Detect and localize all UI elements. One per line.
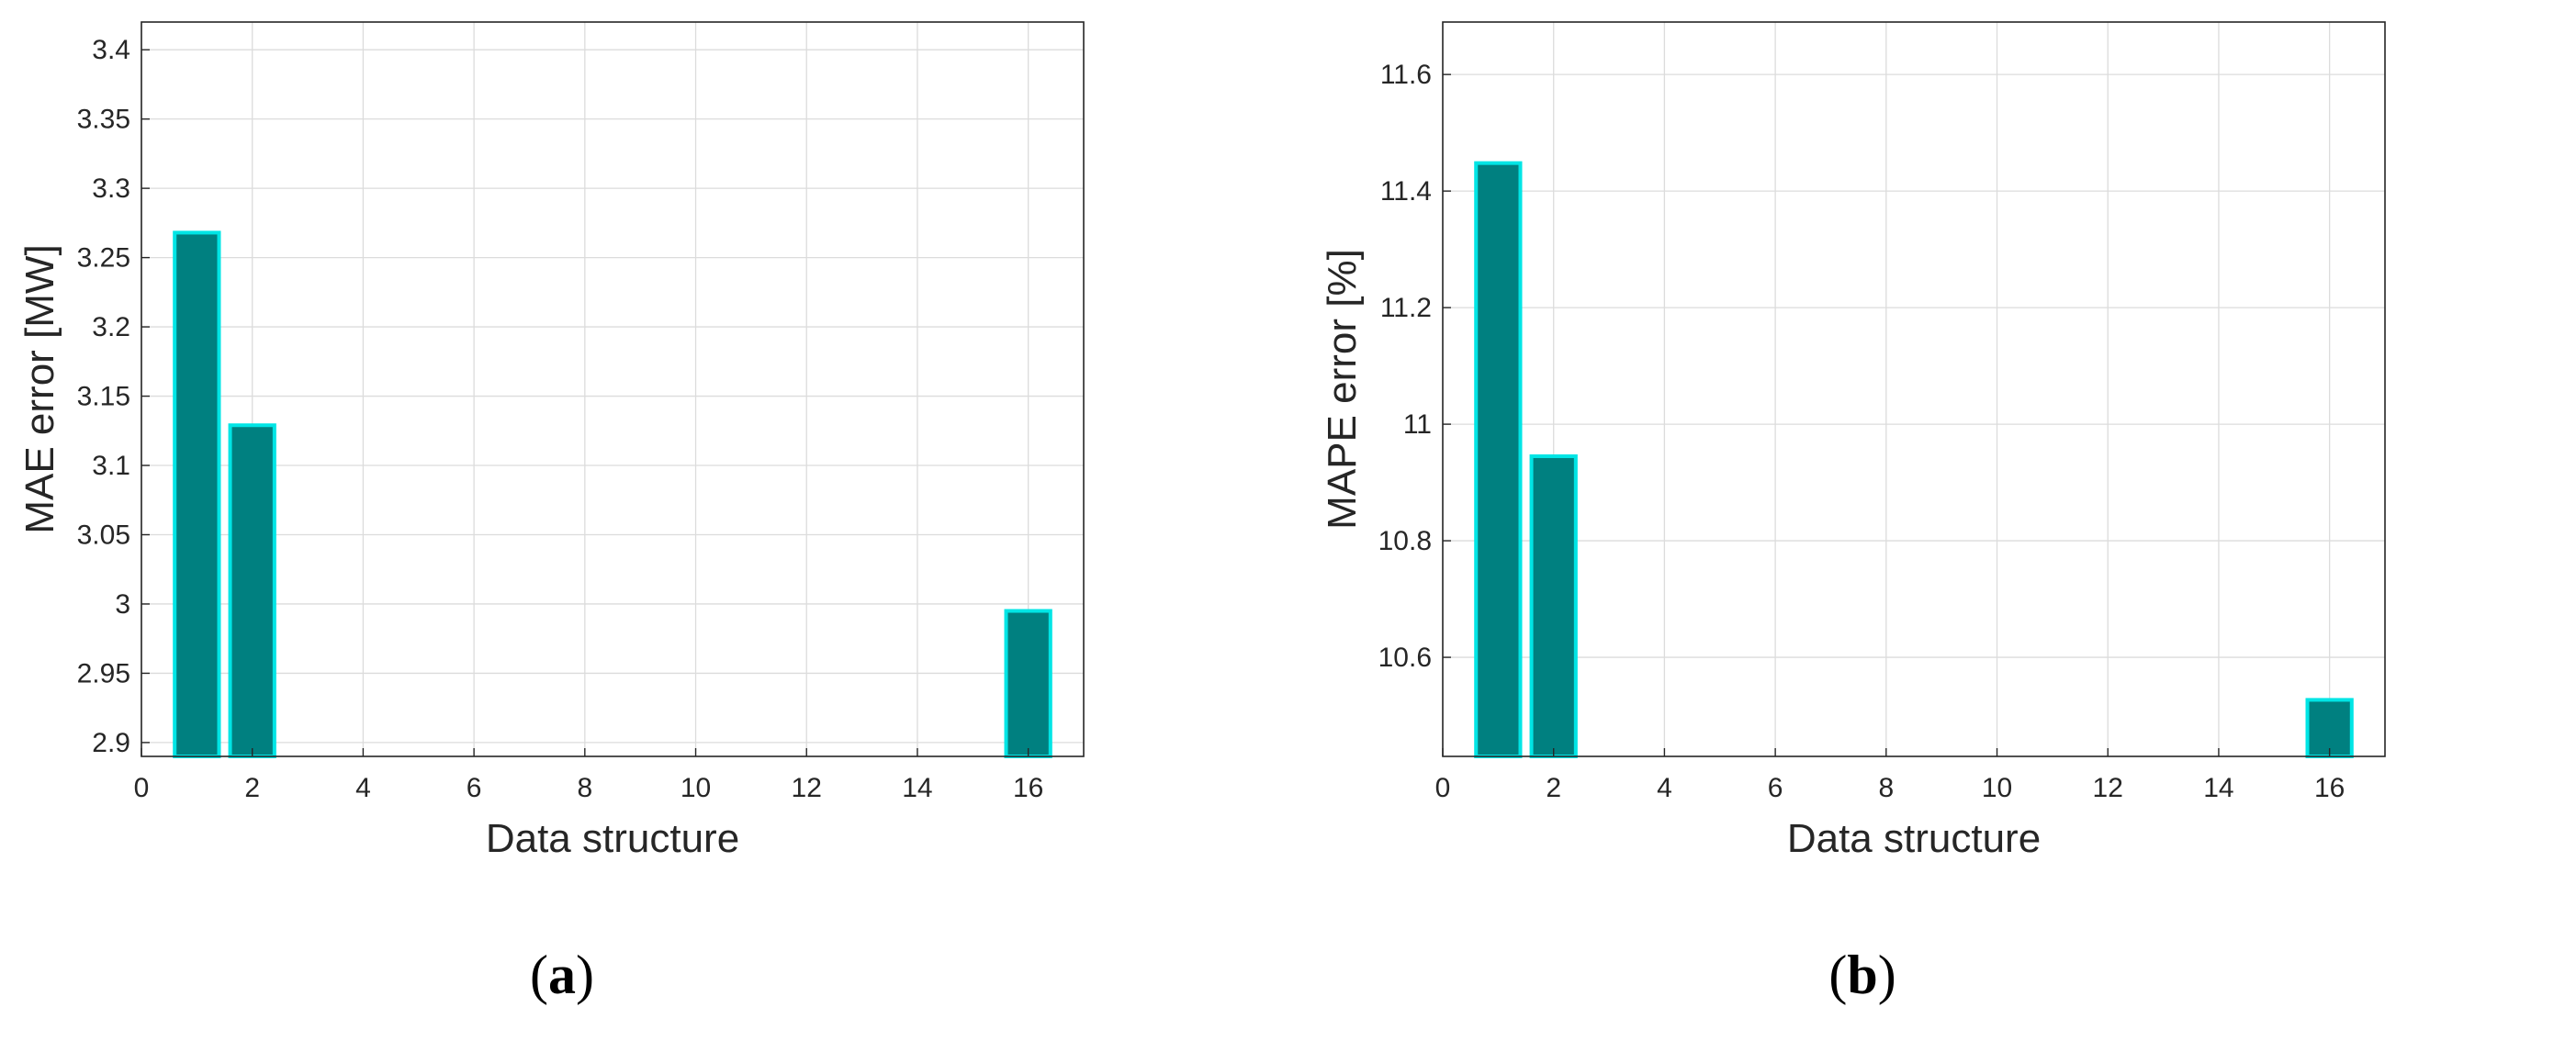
x-tick-label: 14 bbox=[902, 773, 932, 803]
bar bbox=[1474, 161, 1523, 758]
x-tick-label: 8 bbox=[1878, 773, 1894, 803]
y-tick-label: 3.35 bbox=[77, 105, 130, 135]
y-tick-label: 3.15 bbox=[77, 382, 130, 412]
x-tick-label: 16 bbox=[2314, 773, 2345, 803]
y-tick-label: 11 bbox=[1403, 409, 1432, 440]
y-axis-label: MAPE error [%] bbox=[1320, 249, 1365, 530]
panel-letter: a bbox=[548, 945, 576, 1005]
plot-frame bbox=[1442, 21, 2386, 757]
x-axis-label: Data structure bbox=[1787, 816, 2041, 861]
y-axis-label: MAE error [MW] bbox=[17, 244, 62, 533]
chart-panel-b: 0 2 4 6 8 10 12 14 16 10.6 10.8 11 11.2 11.4 11.6 Data… bbox=[1320, 21, 2386, 1005]
x-tick-label: 6 bbox=[467, 773, 482, 803]
x-tick-label: 4 bbox=[355, 773, 371, 803]
x-axis-label: Data structure bbox=[486, 816, 739, 861]
y-tick-label: 10.6 bbox=[1378, 643, 1432, 673]
y-tick-label: 3.4 bbox=[92, 35, 130, 65]
x-tick-label: 2 bbox=[244, 773, 260, 803]
x-tick-label: 10 bbox=[1982, 773, 2012, 803]
ticks-layer: 0 2 4 6 8 10 12 14 16 10.6 10.8 11 11.2 11.4 11.6 bbox=[1378, 60, 2345, 803]
ticks-layer: 0 2 4 6 8 10 12 14 16 2.9 2.95 3 3.05 3.1 3.15 3.2 3.25 3… bbox=[77, 35, 1044, 803]
bar bbox=[1004, 609, 1052, 759]
panel-label: (b) bbox=[1828, 945, 1895, 1005]
y-tick-label: 2.9 bbox=[92, 728, 130, 758]
x-tick-label: 2 bbox=[1546, 773, 1561, 803]
y-tick-label: 3 bbox=[115, 589, 130, 620]
x-tick-label: 6 bbox=[1768, 773, 1783, 803]
y-tick-label: 3.2 bbox=[92, 312, 130, 342]
y-tick-label: 3.1 bbox=[92, 451, 130, 481]
plot-area bbox=[1443, 22, 2385, 756]
bar bbox=[1529, 454, 1578, 758]
y-tick-label: 11.6 bbox=[1380, 60, 1432, 90]
chart-panel-a: 0 2 4 6 8 10 12 14 16 2.9 2.95 3 3.05 3.1 3.15 3.2 3.25 3… bbox=[17, 21, 1085, 1005]
plot-area bbox=[141, 22, 1084, 756]
plot-frame bbox=[141, 21, 1085, 757]
panel-label: (a) bbox=[530, 945, 594, 1005]
x-tick-label: 10 bbox=[681, 773, 711, 803]
panel-letter: b bbox=[1847, 945, 1877, 1005]
bar bbox=[228, 423, 276, 758]
x-tick-label: 0 bbox=[1435, 773, 1451, 803]
y-tick-label: 3.05 bbox=[77, 520, 130, 550]
x-tick-label: 16 bbox=[1013, 773, 1043, 803]
y-tick-label: 11.2 bbox=[1380, 293, 1432, 323]
x-tick-label: 0 bbox=[134, 773, 150, 803]
bar bbox=[173, 230, 221, 758]
y-tick-label: 3.3 bbox=[92, 173, 130, 204]
bars-layer bbox=[173, 230, 1052, 759]
y-tick-label: 2.95 bbox=[77, 658, 130, 688]
bar bbox=[2305, 698, 2354, 759]
x-tick-label: 4 bbox=[1657, 773, 1672, 803]
y-tick-label: 11.4 bbox=[1380, 176, 1432, 207]
y-tick-label: 3.25 bbox=[77, 243, 130, 274]
x-tick-label: 12 bbox=[2093, 773, 2123, 803]
x-tick-label: 12 bbox=[792, 773, 822, 803]
y-tick-label: 10.8 bbox=[1378, 526, 1432, 556]
x-tick-label: 14 bbox=[2203, 773, 2233, 803]
x-tick-label: 8 bbox=[577, 773, 592, 803]
grid-layer bbox=[141, 22, 1084, 756]
bars-layer bbox=[1474, 161, 2354, 759]
